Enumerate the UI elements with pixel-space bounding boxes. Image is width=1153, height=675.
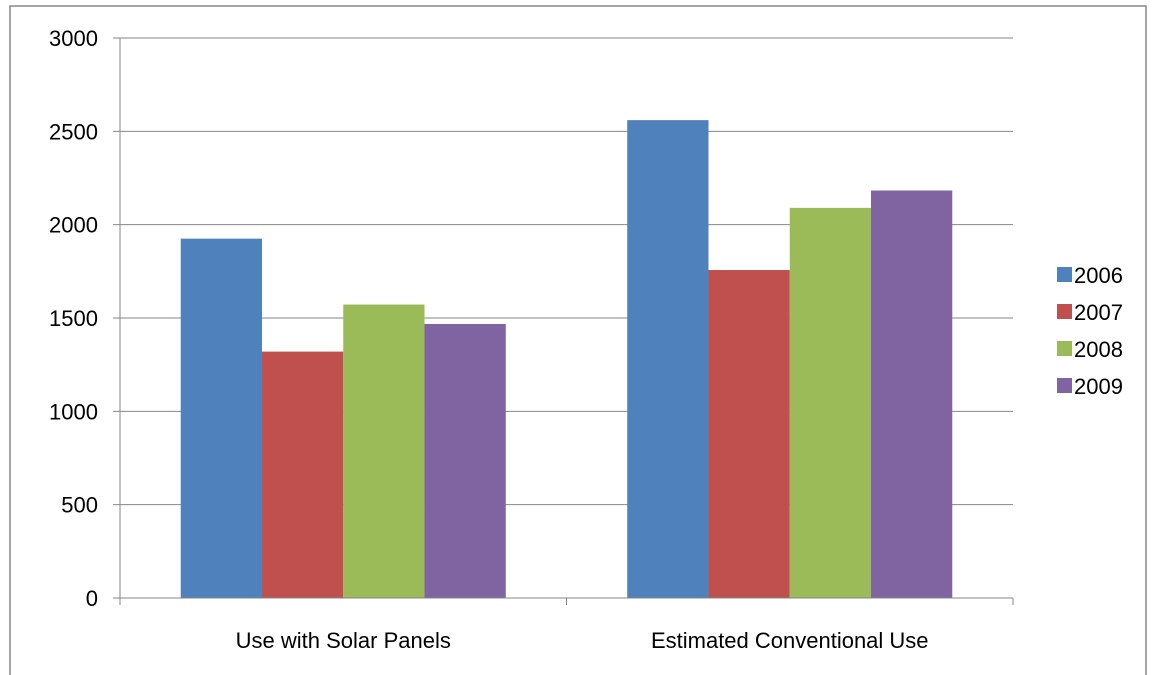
bar-estimated-conventional-use-2009 — [871, 190, 953, 599]
y-tick-label-0: 0 — [86, 586, 98, 611]
y-tick-label-2000: 2000 — [49, 213, 98, 238]
legend-label-2009: 2009 — [1074, 374, 1123, 399]
x-category-labels: Use with Solar Panels Estimated Conventio… — [236, 628, 929, 653]
bars — [180, 120, 953, 599]
axes — [113, 37, 1014, 605]
legend-swatch-2006 — [1057, 267, 1072, 282]
y-tick-label-2500: 2500 — [49, 119, 98, 144]
y-tick-label-1000: 1000 — [49, 399, 98, 424]
x-category-label-use-with-solar-panels: Use with Solar Panels — [236, 628, 451, 653]
x-category-label-estimated-conventional-use: Estimated Conventional Use — [651, 628, 929, 653]
bar-use-with-solar-panels-2008 — [343, 304, 425, 598]
legend-label-2007: 2007 — [1074, 300, 1123, 325]
legend-label-2008: 2008 — [1074, 337, 1123, 362]
legend-swatch-2007 — [1057, 304, 1072, 319]
bar-estimated-conventional-use-2007 — [708, 270, 790, 598]
chart-border — [9, 5, 1147, 675]
bar-use-with-solar-panels-2006 — [180, 238, 262, 598]
bar-estimated-conventional-use-2006 — [627, 120, 709, 598]
legend-swatch-2009 — [1057, 378, 1072, 393]
legend-label-2006: 2006 — [1074, 263, 1123, 288]
y-tick-label-500: 500 — [61, 493, 98, 518]
legend-swatch-2008 — [1057, 341, 1072, 356]
y-tick-label-1500: 1500 — [49, 306, 98, 331]
y-tick-label-3000: 3000 — [49, 26, 98, 51]
legend: 2006 2007 2008 2009 — [1057, 263, 1123, 399]
bar-estimated-conventional-use-2008 — [789, 207, 872, 598]
bar-use-with-solar-panels-2007 — [261, 351, 344, 598]
y-tick-labels: 0 500 1000 1500 2000 2500 3000 — [49, 26, 98, 611]
bar-use-with-solar-panels-2009 — [424, 323, 506, 598]
